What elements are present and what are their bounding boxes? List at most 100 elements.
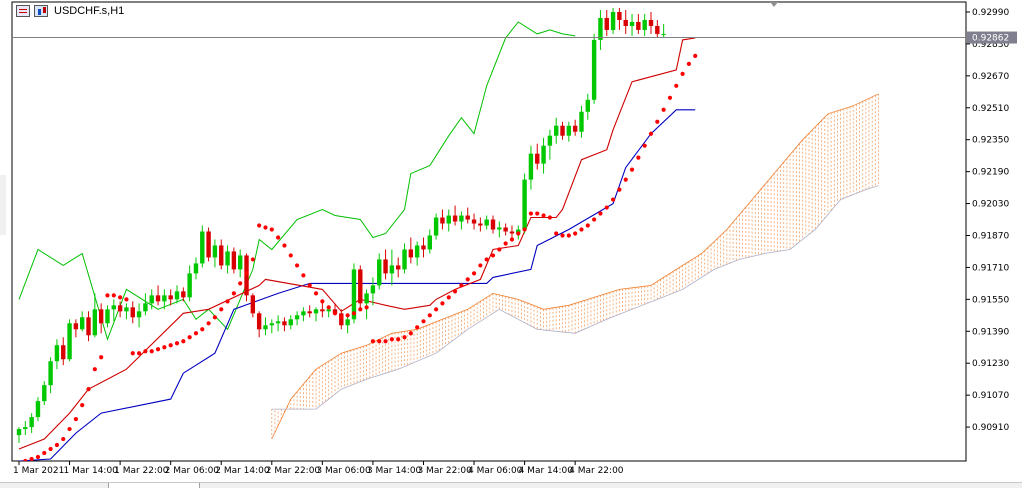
candle: [124, 303, 129, 320]
sar-dot: [143, 349, 148, 354]
x-tick-label: 2 Mar 06:00: [165, 466, 220, 476]
candle-body: [396, 265, 401, 270]
sar-dot: [655, 119, 660, 124]
candle: [497, 221, 502, 238]
sar-dot: [345, 313, 350, 318]
candle: [67, 319, 72, 362]
candle: [29, 413, 34, 434]
candle: [23, 421, 28, 436]
sar-dot: [155, 347, 161, 352]
candle-body: [383, 259, 388, 274]
sar-dot: [503, 241, 508, 246]
chart-bars-icon[interactable]: [34, 5, 48, 17]
sar-dot: [80, 403, 85, 408]
sar-dot: [421, 319, 426, 324]
chart-tab[interactable]: [108, 483, 200, 488]
candle: [655, 19, 660, 38]
x-tick-label: 1 Mar 22:00: [114, 466, 169, 476]
candle-body: [636, 21, 641, 30]
candle-body: [275, 321, 281, 324]
sar-dot: [351, 311, 357, 316]
sar-dot: [231, 291, 236, 296]
sar-dot: [35, 454, 41, 460]
candle: [250, 293, 256, 318]
symbol-timeframe-label: USDCHF.s,H1: [54, 5, 125, 17]
sar-dot: [579, 227, 584, 232]
sar-dot: [427, 313, 432, 318]
candle: [313, 307, 319, 322]
candle: [130, 301, 135, 324]
candle-body: [200, 231, 205, 264]
candle-body: [117, 305, 123, 312]
candle-body: [364, 293, 369, 304]
sar-dot: [61, 436, 66, 442]
candle-body: [212, 245, 218, 258]
candle-body: [269, 323, 274, 326]
sar-dot: [674, 83, 679, 88]
candle-body: [282, 321, 287, 326]
senkou-span-b-line: [271, 185, 879, 410]
ichimoku-cloud: [271, 93, 879, 440]
candle: [421, 237, 426, 258]
sar-dot: [67, 426, 72, 432]
candle-body: [421, 245, 426, 250]
candle: [269, 319, 274, 334]
candle-body: [648, 19, 654, 26]
candle-body: [174, 291, 180, 300]
sar-dot: [130, 351, 135, 356]
x-tick-label: 2 Mar 14:00: [215, 466, 270, 476]
left-scroll-edge: [0, 175, 6, 235]
candle: [566, 121, 572, 142]
candle: [244, 253, 249, 302]
sar-dot: [124, 297, 129, 302]
candle: [623, 9, 628, 34]
sar-dot: [478, 263, 483, 268]
candle: [54, 339, 60, 370]
candle-body: [560, 125, 565, 136]
candle-body: [294, 315, 300, 320]
sar-dot: [617, 187, 622, 192]
plot-area: [11, 1, 967, 462]
candle-body: [459, 215, 464, 222]
sar-dot: [339, 315, 344, 320]
sar-dot: [168, 343, 173, 348]
candle-body: [301, 311, 306, 316]
sar-dot: [111, 293, 116, 298]
candle: [484, 215, 489, 230]
sar-dot: [402, 335, 407, 340]
chart-header: USDCHF.s,H1: [16, 4, 124, 18]
candle: [231, 247, 237, 274]
y-tick-label: 0.91550: [972, 295, 1009, 305]
sar-dot: [92, 367, 97, 372]
candle-body: [522, 179, 527, 230]
candle-body: [168, 295, 173, 300]
sar-dot: [364, 305, 369, 310]
sar-dot: [187, 335, 192, 340]
sar-dot: [560, 233, 565, 238]
candle-body: [250, 295, 256, 314]
candle: [61, 337, 66, 366]
sar-dot: [509, 237, 515, 242]
candle-body: [623, 19, 628, 26]
candle: [522, 173, 527, 234]
shift-marker-icon: [770, 2, 778, 7]
candle: [98, 303, 104, 334]
candle: [117, 301, 123, 318]
chart-window-icon[interactable]: [16, 5, 30, 17]
sar-dot: [389, 337, 394, 342]
sar-dot: [86, 387, 91, 392]
candle-body: [408, 249, 414, 258]
candle-body: [238, 255, 243, 270]
x-tick-label: 2 Mar 22:00: [266, 466, 321, 476]
y-tick-label: 0.91870: [972, 231, 1009, 241]
candle-body: [370, 285, 376, 294]
candle-body: [541, 145, 546, 164]
candle: [288, 315, 293, 330]
sar-dot: [174, 341, 180, 346]
candle: [263, 317, 268, 336]
candle: [414, 241, 420, 266]
candle: [111, 299, 116, 322]
candle-body: [263, 325, 268, 330]
